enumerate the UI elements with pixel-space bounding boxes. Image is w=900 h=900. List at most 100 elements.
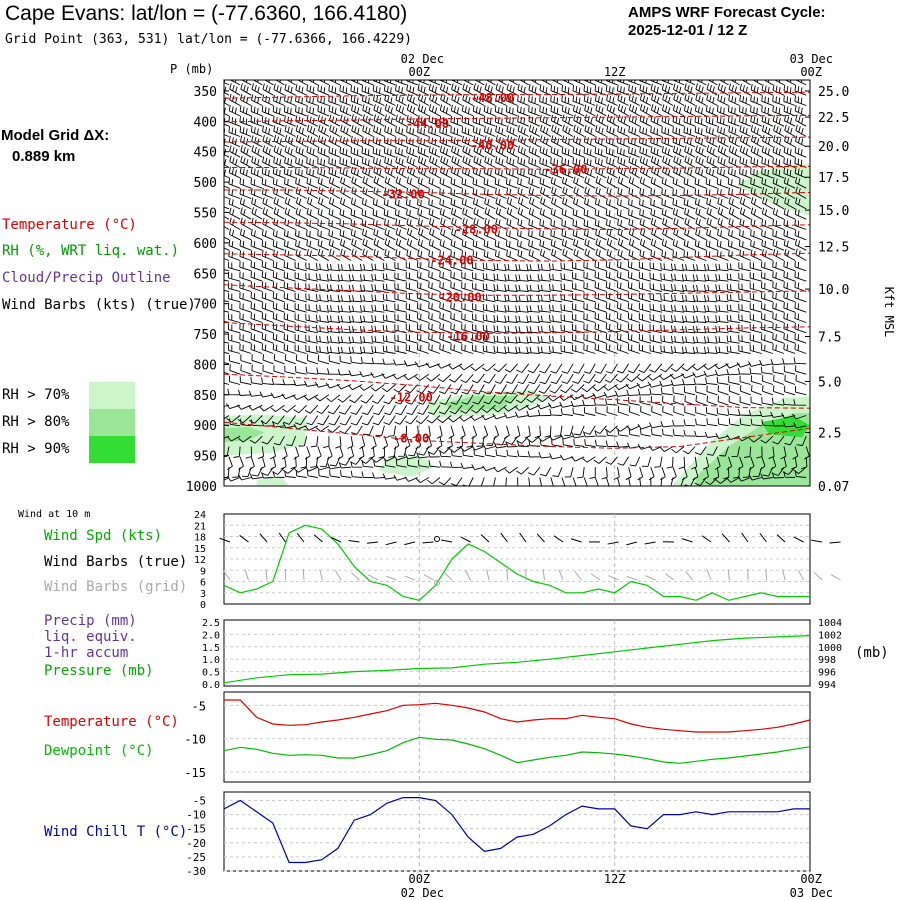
wind-barb bbox=[335, 436, 342, 449]
wind-barb bbox=[295, 218, 307, 230]
wind-barb bbox=[617, 249, 629, 261]
wind-barb bbox=[406, 156, 418, 168]
wind-barb bbox=[728, 83, 740, 96]
pressure-tick-label: 750 bbox=[194, 328, 217, 343]
wind-barb bbox=[606, 176, 618, 189]
wind-barb bbox=[361, 460, 374, 468]
wind-barb bbox=[461, 384, 474, 395]
wind-barb bbox=[261, 167, 274, 179]
wind-barb bbox=[405, 313, 418, 323]
wind-barb-true bbox=[607, 541, 619, 545]
wind-barb bbox=[337, 369, 352, 376]
wind-barb bbox=[283, 312, 296, 323]
wind-barb-grid bbox=[558, 569, 564, 581]
wind-barb-grid bbox=[765, 568, 767, 581]
wind-barb bbox=[728, 418, 740, 427]
wind-barb bbox=[661, 250, 674, 261]
wind-barb bbox=[249, 473, 263, 480]
wind-barb bbox=[794, 239, 807, 251]
wind-barb bbox=[760, 435, 774, 444]
wind-barb bbox=[504, 263, 518, 272]
wind-barb bbox=[505, 477, 507, 486]
wind-barb bbox=[639, 80, 651, 86]
wind-barb bbox=[461, 126, 474, 137]
wind-barb bbox=[660, 283, 674, 292]
wind-barb bbox=[340, 186, 352, 199]
wind-barb bbox=[224, 300, 230, 303]
wind-barb bbox=[394, 394, 407, 405]
wind-barb bbox=[328, 95, 341, 106]
wind-barb bbox=[417, 238, 430, 251]
wind-barb bbox=[560, 334, 574, 344]
wind-barb bbox=[582, 431, 596, 438]
bottom-date-label: 03 Dec bbox=[790, 886, 833, 900]
wind-barb bbox=[239, 312, 252, 323]
wind-barb bbox=[250, 260, 263, 272]
wind-barb bbox=[617, 477, 621, 486]
wind-barb bbox=[594, 302, 607, 313]
bottom-time-label: 00Z bbox=[800, 872, 822, 886]
wind-barb bbox=[351, 124, 363, 137]
wind-barb bbox=[393, 474, 407, 481]
wind-barb bbox=[261, 466, 274, 476]
wind-barb bbox=[272, 302, 285, 313]
wind-barb bbox=[315, 425, 330, 432]
wind-barb bbox=[726, 325, 740, 334]
wind-barb bbox=[483, 188, 496, 199]
wind-barb bbox=[728, 125, 740, 137]
wind-barb bbox=[416, 384, 430, 394]
wind-barb bbox=[661, 136, 674, 148]
wind-barb bbox=[517, 95, 529, 106]
wind-barb bbox=[439, 322, 452, 334]
wind-barb bbox=[605, 136, 618, 148]
wind-barb bbox=[593, 373, 607, 384]
wind-barb bbox=[472, 116, 485, 127]
wind-barb bbox=[293, 446, 300, 460]
wind-barb bbox=[484, 94, 496, 106]
wind-barb bbox=[261, 312, 274, 323]
wind-barb bbox=[540, 196, 552, 210]
wind-barb bbox=[415, 477, 430, 483]
wind-barb bbox=[339, 238, 352, 251]
wind-barb bbox=[506, 94, 518, 106]
pressure-line bbox=[223, 635, 811, 684]
wind-barb bbox=[515, 326, 529, 334]
wind-barb bbox=[450, 302, 463, 313]
wind-barb bbox=[284, 145, 296, 158]
wind-barb bbox=[394, 344, 407, 354]
wind-barb bbox=[361, 197, 374, 210]
wind-barb bbox=[294, 292, 307, 303]
wind-barb-true bbox=[701, 535, 712, 543]
wind-barb bbox=[494, 115, 507, 127]
wind-barb bbox=[661, 104, 674, 117]
wind-barb bbox=[528, 84, 540, 96]
wind-barb bbox=[228, 228, 241, 241]
wind-barb bbox=[327, 368, 340, 375]
wind-barb bbox=[472, 344, 485, 354]
wind-barb bbox=[716, 239, 729, 251]
wind-barb bbox=[495, 218, 507, 230]
wind-barb bbox=[550, 105, 563, 117]
wind-barb bbox=[272, 167, 285, 179]
wind-barb bbox=[517, 145, 529, 158]
wind-barb bbox=[584, 176, 596, 189]
wind-barb bbox=[350, 229, 363, 241]
wind-barb bbox=[517, 196, 529, 210]
wind-barb bbox=[537, 315, 551, 323]
wind-barb bbox=[594, 425, 607, 434]
wind-barb bbox=[749, 334, 762, 344]
wind-barb bbox=[239, 376, 252, 385]
wind-barb bbox=[306, 95, 318, 106]
wind-barb bbox=[228, 333, 241, 344]
wind-barb bbox=[484, 155, 496, 168]
wind-barb bbox=[426, 373, 441, 382]
wind-barb bbox=[703, 363, 718, 370]
wind-barb bbox=[305, 366, 318, 375]
wind-barb bbox=[229, 375, 241, 385]
wind-barb bbox=[783, 219, 796, 230]
wind-barb bbox=[627, 80, 640, 86]
wind-barb bbox=[692, 274, 707, 282]
wind-barb bbox=[692, 264, 707, 272]
wind-barb bbox=[749, 272, 762, 282]
wind-barb bbox=[526, 305, 540, 313]
